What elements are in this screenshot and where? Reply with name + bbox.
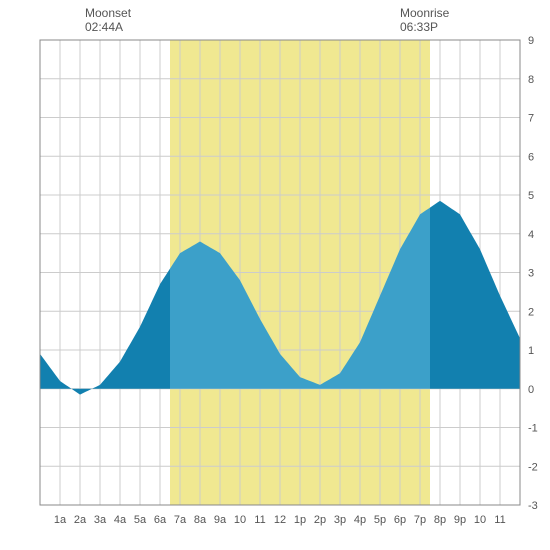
svg-text:6a: 6a [154, 514, 167, 526]
svg-text:2: 2 [528, 306, 534, 318]
svg-text:1: 1 [528, 345, 534, 357]
svg-text:5a: 5a [134, 514, 147, 526]
svg-text:3p: 3p [334, 514, 346, 526]
svg-text:12: 12 [274, 514, 286, 526]
svg-text:4: 4 [528, 229, 534, 241]
svg-text:9: 9 [528, 35, 534, 47]
svg-text:1p: 1p [294, 514, 306, 526]
svg-text:8: 8 [528, 74, 534, 86]
svg-text:10: 10 [474, 514, 486, 526]
svg-text:4a: 4a [114, 514, 127, 526]
moonset-time: 02:44A [85, 20, 131, 34]
svg-text:8p: 8p [434, 514, 446, 526]
svg-text:5p: 5p [374, 514, 386, 526]
svg-text:4p: 4p [354, 514, 366, 526]
moonset-label: Moonset [85, 6, 131, 20]
moonrise-label: Moonrise [400, 6, 449, 20]
svg-text:5: 5 [528, 190, 534, 202]
svg-text:11: 11 [254, 514, 265, 526]
svg-text:7a: 7a [174, 514, 187, 526]
svg-text:3a: 3a [94, 514, 107, 526]
svg-text:-2: -2 [528, 461, 538, 473]
chart-svg: -3-2-101234567891a2a3a4a5a6a7a8a9a101112… [0, 0, 550, 550]
svg-text:7: 7 [528, 113, 534, 125]
svg-text:6p: 6p [394, 514, 406, 526]
svg-text:8a: 8a [194, 514, 207, 526]
svg-text:11: 11 [494, 514, 505, 526]
svg-text:2p: 2p [314, 514, 326, 526]
moonrise-header: Moonrise 06:33P [400, 6, 449, 35]
svg-text:6: 6 [528, 151, 534, 163]
svg-text:9a: 9a [214, 514, 227, 526]
svg-text:0: 0 [528, 384, 534, 396]
svg-text:-3: -3 [528, 500, 538, 512]
moonrise-time: 06:33P [400, 20, 449, 34]
svg-text:9p: 9p [454, 514, 466, 526]
tide-chart: Moonset 02:44A Moonrise 06:33P -3-2-1012… [0, 0, 550, 550]
moonset-header: Moonset 02:44A [85, 6, 131, 35]
svg-text:3: 3 [528, 268, 534, 280]
svg-text:2a: 2a [74, 514, 87, 526]
svg-text:1a: 1a [54, 514, 67, 526]
svg-text:10: 10 [234, 514, 246, 526]
svg-text:7p: 7p [414, 514, 426, 526]
svg-text:-1: -1 [528, 423, 538, 435]
